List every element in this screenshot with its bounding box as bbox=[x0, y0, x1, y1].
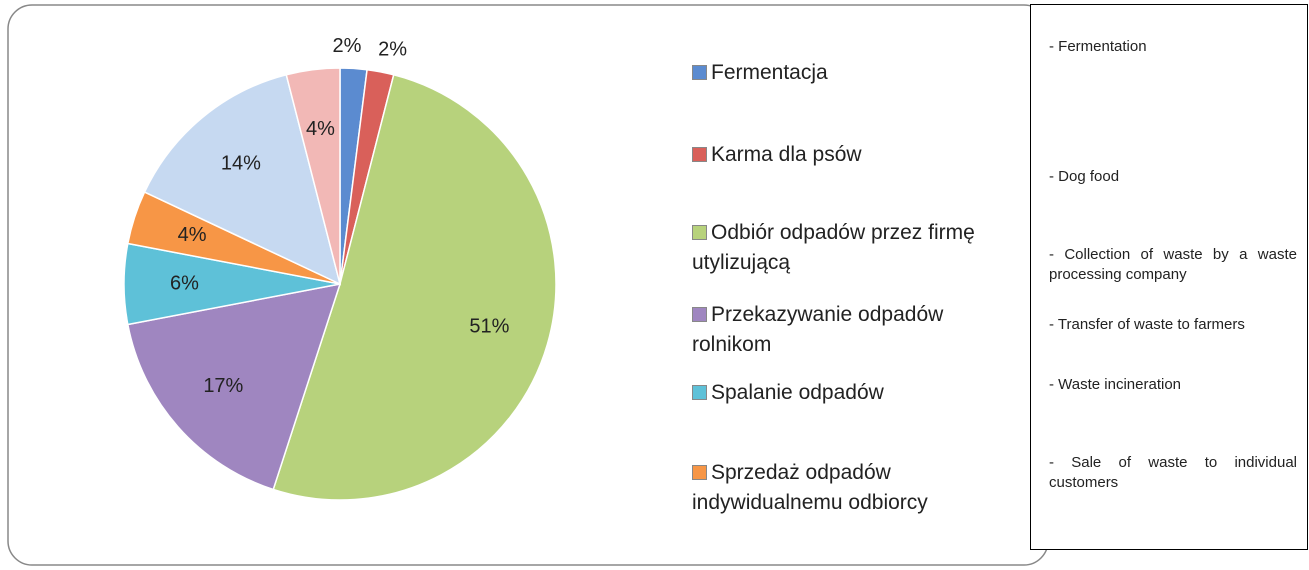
pie-slice bbox=[126, 283, 342, 491]
data-label: 2% bbox=[378, 38, 407, 60]
legend-label: Fermentacja bbox=[711, 61, 828, 84]
legend-entry: Sprzedaż odpadów indywidualnemu odbiorcy bbox=[692, 458, 1012, 518]
translation-line: - Collection of waste by a waste process… bbox=[1049, 246, 1297, 283]
data-label: 51% bbox=[469, 316, 509, 338]
legend-entry: Przekazywanie odpadów rolnikom bbox=[692, 300, 1012, 360]
legend-swatch bbox=[692, 147, 707, 162]
legend-label: Odbiór odpadów przez firmę utylizującą bbox=[692, 221, 975, 274]
pie-slice bbox=[285, 67, 341, 285]
pie: 2% 2% 51% 17% 6% 4% 14% 4% bbox=[123, 35, 557, 501]
translation-line: - Fermentation bbox=[1049, 38, 1147, 55]
legend-entry: Odbiór odpadów przez firmę utylizującą bbox=[692, 218, 1012, 278]
legend-label: Karma dla psów bbox=[711, 143, 862, 166]
legend-swatch bbox=[692, 465, 707, 480]
translation-box: - Fermentation - Dog food - Collection of … bbox=[1030, 4, 1308, 550]
legend-entry: Fermentacja bbox=[692, 58, 1012, 88]
translation-line: - Transfer of waste to farmers bbox=[1049, 316, 1245, 333]
legend-swatch bbox=[692, 225, 707, 240]
data-label: 4% bbox=[306, 118, 335, 140]
data-label: 2% bbox=[332, 35, 361, 57]
data-label: 6% bbox=[170, 272, 199, 294]
legend-swatch bbox=[692, 385, 707, 400]
translation-line: - Sale of waste to individual customers bbox=[1049, 454, 1297, 491]
translation-line: - Dog food bbox=[1049, 168, 1120, 185]
legend-swatch bbox=[692, 307, 707, 322]
data-label: 17% bbox=[203, 375, 243, 397]
legend-entry: Spalanie odpadów bbox=[692, 378, 1012, 408]
pie-slice bbox=[272, 73, 557, 501]
legend-label: Przekazywanie odpadów rolnikom bbox=[692, 303, 944, 356]
legend-label: Sprzedaż odpadów indywidualnemu odbiorcy bbox=[692, 461, 928, 514]
legend-swatch bbox=[692, 65, 707, 80]
pie-slice bbox=[143, 73, 342, 286]
translation-line: - Waste incineration bbox=[1049, 376, 1181, 393]
legend-label: Spalanie odpadów bbox=[711, 381, 884, 404]
data-label: 4% bbox=[178, 224, 207, 246]
legend-entry: Karma dla psów bbox=[692, 140, 1012, 170]
data-label: 14% bbox=[221, 152, 261, 174]
